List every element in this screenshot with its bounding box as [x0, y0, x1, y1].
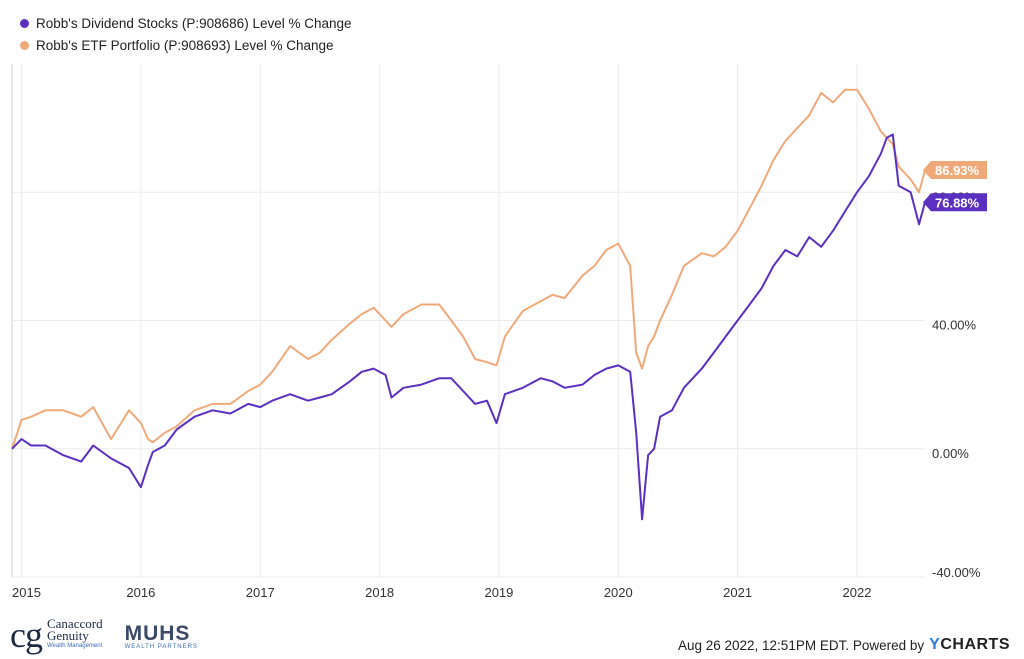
end-label-1: 86.93% [923, 161, 987, 180]
x-tick-label: 2015 [12, 585, 41, 600]
legend-item-dividend-stocks[interactable]: Robb's Dividend Stocks (P:908686) Level … [20, 12, 352, 34]
canaccord-line1: Canaccord [46, 616, 103, 631]
end-label-tag [923, 193, 987, 212]
legend-dot [20, 18, 29, 28]
muhs-sub: WEALTH PARTNERS [124, 644, 198, 650]
x-tick-label: 2021 [723, 585, 752, 600]
ycharts-logo[interactable]: YCHARTS [929, 636, 1010, 654]
ycharts-rest: CHARTS [940, 636, 1010, 653]
grid-lines [11, 64, 925, 578]
y-tick-label: 0.00% [932, 446, 969, 461]
canaccord-logo-mark: cg [10, 615, 43, 655]
end-label-text: 86.93% [935, 163, 980, 178]
x-tick-label: 2017 [246, 585, 275, 600]
muhs-name: MUHS [124, 622, 191, 645]
muhs-logo: MUHS WEALTH PARTNERS [124, 622, 198, 650]
series-lines [11, 88, 926, 521]
y-tick-label: -40.00% [932, 565, 981, 580]
legend-label: Robb's ETF Portfolio (P:908693) Level % … [36, 37, 334, 53]
footer-logos: cg Canaccord Genuity Wealth Management M… [10, 615, 198, 655]
canaccord-logo-text: Canaccord Genuity Wealth Management [46, 616, 103, 650]
end-label-0: 76.88% [923, 193, 987, 212]
x-tick-label: 2020 [604, 585, 633, 600]
x-tick-label: 2022 [843, 585, 872, 600]
series-line-1[interactable] [11, 88, 926, 450]
end-labels: 76.88% 86.93% [923, 161, 987, 212]
legend-item-etf-portfolio[interactable]: Robb's ETF Portfolio (P:908693) Level % … [20, 34, 352, 56]
canaccord-line3: Wealth Management [46, 643, 103, 649]
end-label-tag [923, 161, 987, 180]
end-label-text: 76.88% [935, 195, 980, 210]
series-line-0[interactable] [11, 133, 926, 521]
legend-label: Robb's Dividend Stocks (P:908686) Level … [36, 15, 352, 31]
timestamp: Aug 26 2022, 12:51PM EDT. [677, 637, 850, 653]
x-tick-label: 2016 [126, 585, 155, 600]
x-axis: 2015 2016 2017 2018 2019 2020 2021 2022 [12, 585, 871, 600]
ycharts-y: Y [929, 636, 941, 653]
legend-dot [20, 40, 29, 50]
footer-attribution: Aug 26 2022, 12:51PM EDT. Powered by YCH… [678, 636, 1010, 654]
canaccord-line2: Genuity [46, 628, 89, 643]
powered-by-text: Powered by [852, 637, 925, 653]
x-tick-label: 2019 [484, 585, 513, 600]
x-tick-label: 2018 [365, 585, 394, 600]
y-axis: -40.00%0.00%40.00%80.00% [932, 189, 981, 580]
y-tick-label: 40.00% [932, 318, 977, 333]
chart-legend: Robb's Dividend Stocks (P:908686) Level … [20, 12, 352, 56]
